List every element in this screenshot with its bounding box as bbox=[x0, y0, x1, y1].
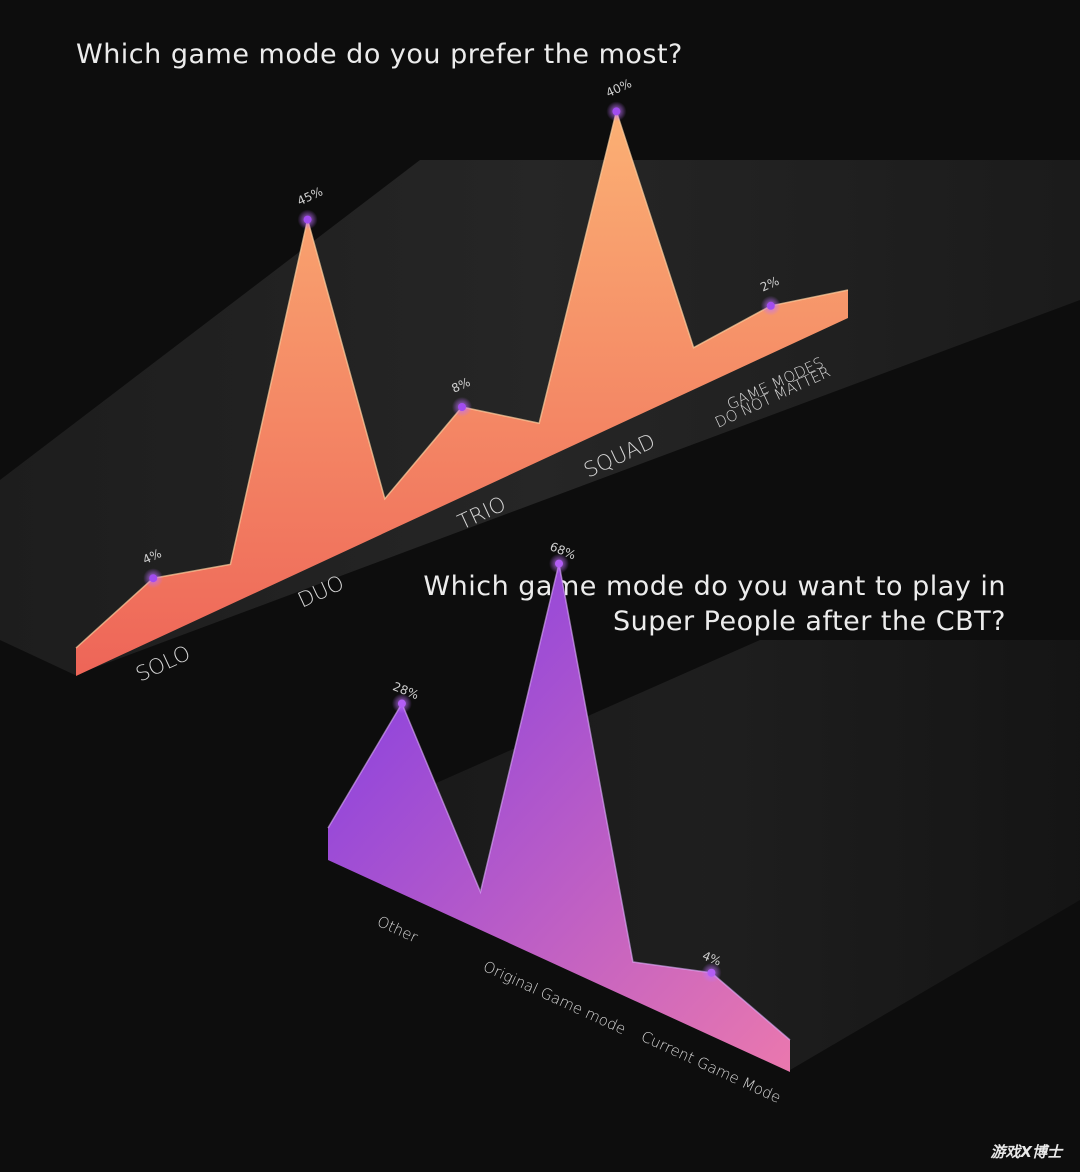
chart1-point bbox=[458, 403, 466, 411]
chart1-point bbox=[766, 301, 775, 310]
chart1-point bbox=[612, 107, 621, 116]
chart1-title: Which game mode do you prefer the most? bbox=[76, 39, 683, 70]
chart1-value-label: 40% bbox=[604, 76, 634, 100]
chart1-point bbox=[303, 215, 312, 224]
chart2-point bbox=[707, 968, 716, 977]
chart1-point bbox=[149, 574, 158, 583]
chart2-value-label: 4% bbox=[700, 949, 723, 969]
chart2-category-label: Other bbox=[374, 912, 421, 946]
chart2-point bbox=[555, 559, 563, 568]
chart1-area bbox=[76, 111, 848, 676]
chart2-area bbox=[328, 563, 790, 1072]
chart2-point bbox=[397, 699, 406, 708]
chart2-title-line2: Super People after the CBT? bbox=[613, 606, 1006, 637]
chart1-value-label: 45% bbox=[295, 184, 325, 208]
watermark-logo: 游戏X博士 bbox=[990, 1143, 1062, 1161]
chart2-title-line1: Which game mode do you want to play in bbox=[423, 571, 1006, 602]
